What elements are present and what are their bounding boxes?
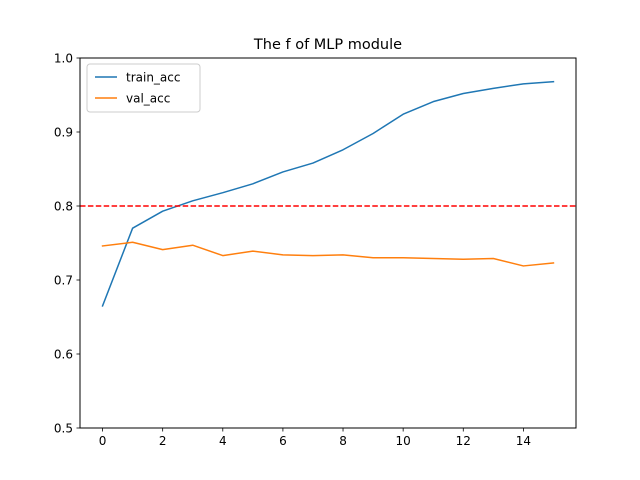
axes-frame	[79, 57, 577, 429]
axis-ticks: 0 2 4 6 8 10 12 14 0.5 0.6 0.7 0.8 0.9 1.0	[54, 52, 531, 449]
y-tick-label: 0.9	[54, 126, 73, 140]
y-tick-label: 0.6	[54, 348, 73, 362]
x-tick-label: 12	[456, 434, 471, 448]
series-line-val_acc	[101, 241, 555, 267]
legend-box	[86, 63, 201, 113]
x-tick-label: 2	[159, 434, 167, 448]
legend: train_acc val_acc	[86, 63, 201, 113]
legend-label-val_acc: val_acc	[126, 92, 170, 106]
legend-label-train_acc: train_acc	[126, 71, 180, 85]
y-tick-label: 0.5	[54, 422, 73, 436]
x-tick-label: 6	[279, 434, 287, 448]
y-tick-label: 1.0	[54, 52, 73, 66]
chart-title: The f of MLP module	[253, 37, 402, 53]
plot-area	[80, 80, 576, 307]
x-tick-label: 4	[219, 434, 227, 448]
x-tick-label: 8	[339, 434, 347, 448]
y-tick-label: 0.7	[54, 274, 73, 288]
x-tick-label: 10	[396, 434, 411, 448]
x-tick-label: 0	[99, 434, 107, 448]
y-tick-label: 0.8	[54, 200, 73, 214]
x-tick-label: 14	[516, 434, 531, 448]
